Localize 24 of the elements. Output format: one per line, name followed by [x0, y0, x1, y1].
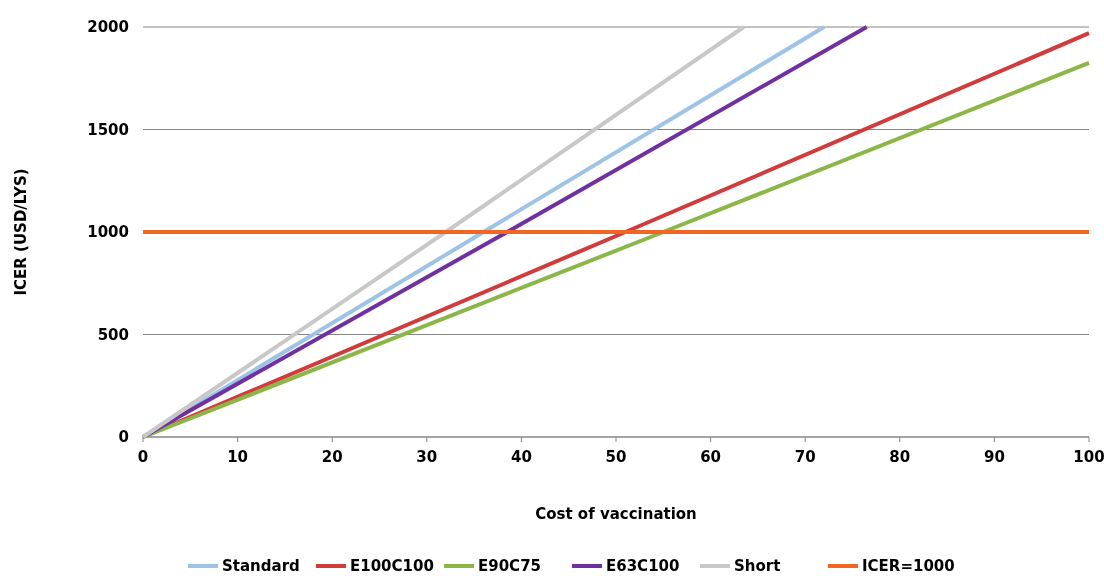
y-tick-label: 500 [97, 325, 129, 344]
y-tick-label: 1500 [87, 120, 129, 139]
x-tick-label: 70 [794, 448, 816, 466]
legend-label: Short [734, 557, 781, 575]
y-tick-label: 2000 [87, 18, 129, 36]
y-tick-label: 0 [118, 428, 129, 446]
x-tick-label: 100 [1073, 448, 1104, 466]
legend-label: ICER=1000 [862, 557, 955, 575]
x-axis-title: Cost of vaccination [535, 505, 697, 523]
x-tick-label: 60 [700, 448, 722, 466]
legend-label: E63C100 [606, 557, 680, 575]
x-tick-label: 0 [137, 448, 149, 466]
x-tick-label: 20 [321, 448, 343, 466]
x-tick-label: 90 [983, 448, 1005, 466]
x-tick-label: 80 [889, 448, 911, 466]
x-tick-label: 10 [227, 448, 249, 466]
y-tick-label: 1000 [87, 223, 129, 241]
y-axis-title: ICER (USD/LYS) [12, 168, 30, 296]
x-tick-label: 30 [416, 448, 438, 466]
x-tick-label: 50 [605, 448, 627, 466]
x-tick-label: 40 [510, 448, 532, 466]
legend-label: Standard [222, 557, 300, 575]
legend-label: E100C100 [350, 557, 434, 575]
legend-label: E90C75 [478, 557, 542, 575]
